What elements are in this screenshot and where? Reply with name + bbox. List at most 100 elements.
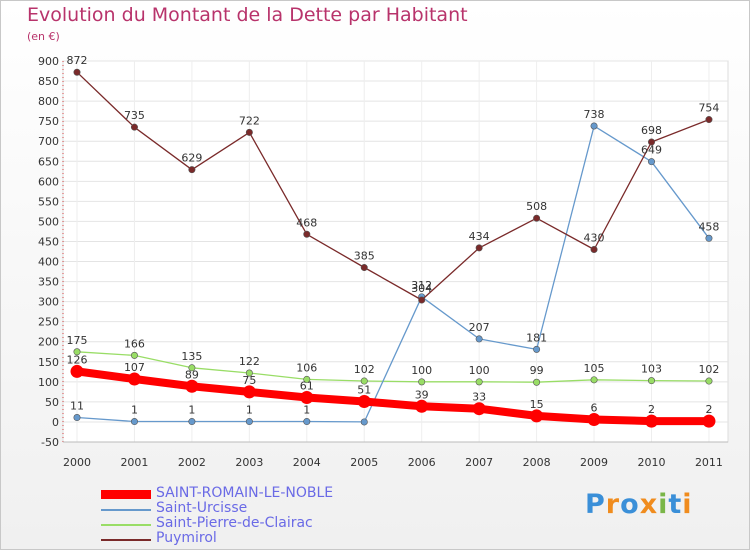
data-point-saint-urcisse (245, 418, 253, 426)
y-tick-label: 650 (38, 155, 59, 168)
logo-letter: x (639, 489, 659, 520)
data-point-saint-urcisse (590, 122, 598, 130)
data-label-puymirol: 508 (526, 200, 547, 213)
x-tick-label: 2008 (523, 456, 551, 469)
data-point-saint-pierre-de-clairac (533, 378, 541, 386)
data-label-saint-urcisse: 649 (641, 144, 662, 157)
x-tick-label: 2000 (63, 456, 91, 469)
data-label-saint-urcisse: 207 (469, 321, 490, 334)
y-tick-label: 600 (38, 175, 59, 188)
data-point-saint-romain-le-noble (127, 372, 141, 386)
legend-label: Puymirol (156, 530, 217, 546)
data-point-saint-romain-le-noble (645, 414, 658, 428)
data-label-puymirol: 468 (296, 216, 317, 229)
data-point-puymirol (647, 138, 655, 146)
data-point-saint-pierre-de-clairac (303, 375, 311, 383)
data-point-puymirol (475, 244, 483, 252)
series-line-saint-urcisse (76, 125, 710, 423)
x-tick-label: 2003 (235, 456, 263, 469)
y-tick-label: 200 (38, 336, 59, 349)
chart-subtitle: (en €) (27, 30, 60, 43)
data-point-saint-romain-le-noble (415, 399, 429, 413)
data-point-saint-romain-le-noble (357, 394, 371, 408)
x-tick-label: 2010 (638, 456, 666, 469)
data-point-puymirol (705, 116, 713, 124)
data-label-puymirol: 754 (698, 102, 719, 115)
data-point-saint-pierre-de-clairac (705, 377, 713, 385)
y-tick-label: 800 (38, 95, 59, 108)
series-line-saint-pierre-de-clairac (76, 351, 710, 383)
x-tick-label: 2005 (350, 456, 378, 469)
data-label-saint-pierre-de-clairac: 175 (67, 334, 88, 347)
data-label-saint-urcisse: 458 (698, 220, 719, 233)
data-point-saint-urcisse (647, 158, 655, 166)
data-point-saint-romain-le-noble (702, 414, 716, 428)
data-label-saint-urcisse: 312 (411, 279, 432, 292)
data-point-saint-pierre-de-clairac (130, 351, 138, 359)
legend-label: Saint-Pierre-de-Clairac (156, 515, 313, 531)
data-label-saint-urcisse: 1 (188, 404, 195, 417)
x-tick-label: 2007 (465, 456, 493, 469)
logo-letter: t (668, 489, 683, 520)
x-tick-label: 2009 (580, 456, 608, 469)
data-label-saint-romain-le-noble: 2 (705, 403, 712, 416)
data-label-saint-romain-le-noble: 51 (357, 383, 371, 396)
legend-swatch (101, 539, 151, 541)
legend-swatch (101, 524, 151, 526)
x-tick-label: 2006 (408, 456, 436, 469)
y-tick-label: 300 (38, 296, 59, 309)
y-tick-label: 900 (38, 55, 59, 68)
data-label-saint-pierre-de-clairac: 166 (124, 337, 145, 350)
y-tick-label: -50 (41, 436, 59, 449)
data-point-saint-pierre-de-clairac (647, 377, 655, 385)
data-point-saint-urcisse (130, 418, 138, 426)
data-label-saint-romain-le-noble: 89 (185, 368, 199, 381)
data-label-saint-pierre-de-clairac: 100 (411, 364, 432, 377)
data-point-puymirol (130, 123, 138, 131)
series-line-saint-romain-le-noble (73, 367, 713, 426)
data-point-puymirol (303, 230, 311, 238)
data-point-saint-pierre-de-clairac (475, 378, 483, 386)
data-point-puymirol (245, 128, 253, 136)
data-label-saint-pierre-de-clairac: 102 (698, 363, 719, 376)
data-label-puymirol: 629 (181, 152, 202, 165)
y-tick-label: 0 (52, 416, 59, 429)
y-tick-label: 50 (45, 396, 59, 409)
data-label-saint-romain-le-noble: 6 (591, 402, 598, 415)
y-tick-label: 100 (38, 376, 59, 389)
data-label-saint-pierre-de-clairac: 102 (354, 363, 375, 376)
data-label-puymirol: 385 (354, 250, 375, 263)
data-label-saint-romain-le-noble: 126 (67, 353, 88, 366)
y-tick-label: 150 (38, 356, 59, 369)
chart-title: Evolution du Montant de la Dette par Hab… (27, 4, 468, 26)
x-tick-label: 2002 (178, 456, 206, 469)
legend-label: SAINT-ROMAIN-LE-NOBLE (156, 485, 334, 501)
data-point-saint-romain-le-noble (472, 402, 486, 416)
data-point-saint-pierre-de-clairac (360, 377, 368, 385)
series-line-puymirol (76, 71, 710, 301)
data-label-puymirol: 430 (584, 231, 605, 244)
data-point-saint-pierre-de-clairac (418, 378, 426, 386)
data-label-saint-urcisse: 181 (526, 331, 547, 344)
data-point-saint-urcisse (73, 414, 81, 422)
data-label-saint-romain-le-noble: 61 (300, 379, 314, 392)
data-point-saint-romain-le-noble (242, 385, 256, 399)
data-point-saint-pierre-de-clairac (590, 376, 598, 384)
data-label-saint-romain-le-noble: 39 (415, 388, 429, 401)
data-point-saint-romain-le-noble (70, 364, 84, 378)
data-label-saint-urcisse: 1 (131, 404, 138, 417)
data-label-saint-pierre-de-clairac: 135 (181, 350, 202, 363)
data-label-puymirol: 722 (239, 114, 260, 127)
x-tick-label: 2001 (120, 456, 148, 469)
data-point-saint-romain-le-noble (530, 409, 544, 423)
data-point-saint-pierre-de-clairac (188, 364, 196, 372)
y-tick-label: 850 (38, 75, 59, 88)
data-label-saint-pierre-de-clairac: 100 (469, 364, 490, 377)
data-point-puymirol (73, 68, 81, 76)
legend-swatch (101, 490, 151, 499)
y-tick-label: 700 (38, 135, 59, 148)
data-point-saint-urcisse (188, 418, 196, 426)
legend-swatch (101, 509, 151, 511)
